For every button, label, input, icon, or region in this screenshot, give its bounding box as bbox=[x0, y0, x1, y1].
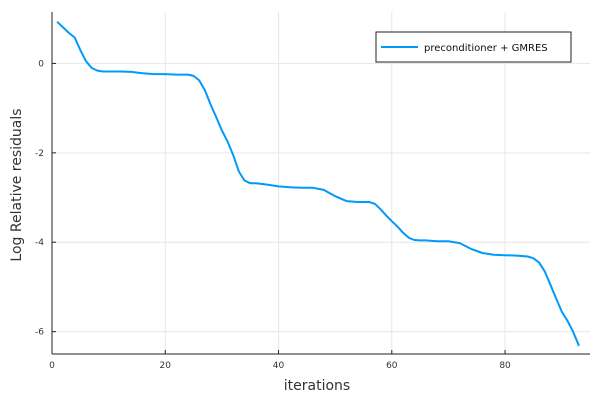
y-tick-label: -6 bbox=[35, 328, 44, 338]
series bbox=[56, 21, 580, 347]
x-axis-label: iterations bbox=[284, 378, 350, 394]
x-tick-label: 40 bbox=[273, 361, 285, 371]
y-tick-label: -2 bbox=[35, 149, 44, 159]
series-line-preconditioner-gmres bbox=[56, 21, 580, 347]
x-tick-label: 60 bbox=[386, 361, 398, 371]
axes bbox=[51, 12, 590, 355]
legend-label: preconditioner + GMRES bbox=[424, 43, 548, 54]
grid bbox=[51, 12, 590, 354]
x-tick-label: 0 bbox=[49, 361, 55, 371]
x-tick-label: 20 bbox=[160, 361, 172, 371]
y-axis-label: Log Relative residuals bbox=[9, 108, 25, 261]
legend: preconditioner + GMRES bbox=[375, 31, 572, 63]
tick-labels: 0 20 40 60 80 0 -2 -4 -6 bbox=[35, 59, 511, 371]
y-tick-label: 0 bbox=[38, 59, 44, 69]
x-tick-label: 80 bbox=[499, 361, 511, 371]
y-tick-label: -4 bbox=[35, 238, 44, 248]
